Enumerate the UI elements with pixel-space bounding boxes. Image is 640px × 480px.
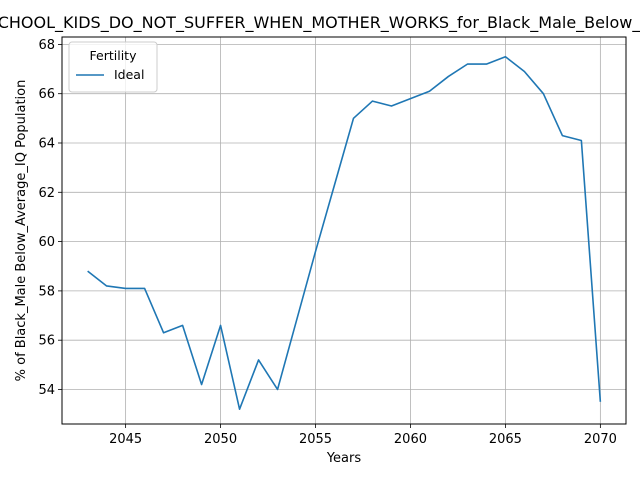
plot-frame — [61, 36, 627, 425]
x-tick-label: 2055 — [299, 432, 332, 447]
x-axis-label: Years — [326, 451, 362, 466]
y-tick-label: 58 — [38, 284, 55, 299]
y-tick-label: 60 — [38, 235, 55, 250]
y-tick-label: 54 — [38, 383, 55, 398]
y-tick-label: 66 — [38, 87, 55, 102]
y-axis-label: % of Black_Male Below_Average_IQ Populat… — [14, 80, 29, 382]
legend-entries: Ideal — [76, 67, 144, 82]
x-tick-label: 2070 — [584, 432, 617, 447]
y-tick-label: 64 — [38, 136, 55, 151]
x-tick-label: 2060 — [394, 432, 427, 447]
chart-title: PRESCHOOL_KIDS_DO_NOT_SUFFER_WHEN_MOTHER… — [0, 13, 640, 33]
grid — [62, 37, 626, 424]
y-tick-label: 68 — [38, 38, 55, 53]
axis-ticks: 2045 2050 2055 2060 2065 2070 54 56 58 60 62 64 66 68 — [38, 38, 616, 447]
legend-title: Fertility — [90, 48, 138, 63]
y-tick-label: 62 — [38, 186, 55, 201]
x-tick-label: 2045 — [109, 432, 142, 447]
legend: Fertility Ideal — [68, 41, 158, 93]
series-layer — [87, 55, 602, 411]
series-line-0 — [87, 55, 602, 411]
y-tick-label: 56 — [38, 334, 55, 349]
legend-label: Ideal — [114, 67, 144, 82]
legend-box — [68, 41, 158, 93]
x-tick-label: 2050 — [204, 432, 237, 447]
x-tick-label: 2065 — [489, 432, 522, 447]
